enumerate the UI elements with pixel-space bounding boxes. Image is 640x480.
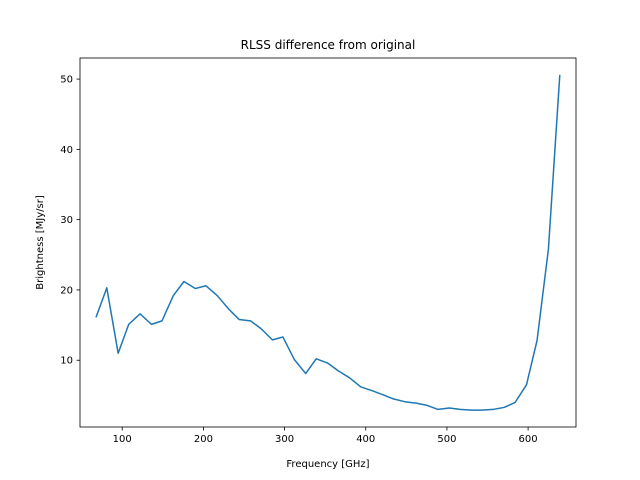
x-tick-label: 600 xyxy=(519,434,538,445)
plot-area xyxy=(80,58,576,427)
series-layer xyxy=(95,74,561,411)
chart-title: RLSS difference from original xyxy=(241,38,416,52)
x-tick-label: 400 xyxy=(356,434,375,445)
plot-background xyxy=(80,58,576,427)
y-tick-label: 40 xyxy=(60,145,73,156)
x-axis: 100 200 300 400 500 600 xyxy=(113,427,538,445)
x-tick-label: 500 xyxy=(437,434,456,445)
x-axis-label: Frequency [GHz] xyxy=(286,459,369,470)
y-axis: 10 20 30 40 50 xyxy=(60,75,80,367)
x-tick-label: 100 xyxy=(113,434,132,445)
y-tick-label: 10 xyxy=(60,356,73,367)
series-line xyxy=(95,74,561,411)
y-axis-label: Brightness [MJy/sr] xyxy=(35,195,46,290)
y-tick-label: 50 xyxy=(60,75,73,86)
x-tick-label: 300 xyxy=(275,434,294,445)
y-tick-label: 30 xyxy=(60,215,73,226)
plot-border xyxy=(79,57,577,428)
y-tick-label: 20 xyxy=(60,285,73,296)
x-tick-label: 200 xyxy=(194,434,213,445)
